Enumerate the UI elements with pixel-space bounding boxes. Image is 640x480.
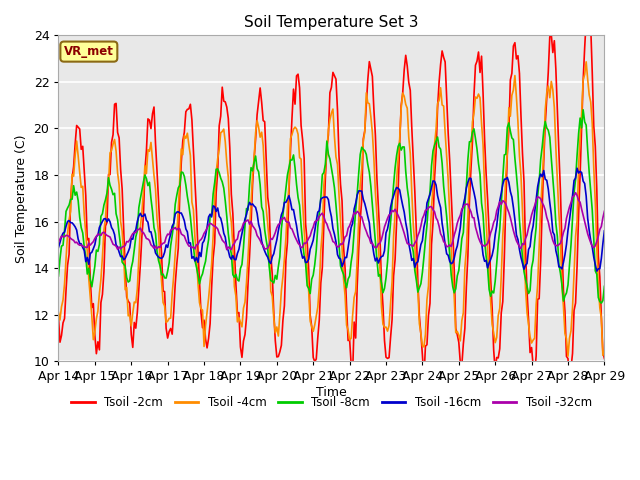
Tsoil -16cm bbox=[156, 255, 164, 261]
Tsoil -16cm bbox=[70, 222, 77, 228]
Tsoil -2cm bbox=[54, 314, 62, 320]
Tsoil -16cm bbox=[534, 184, 541, 190]
Tsoil -2cm bbox=[586, 3, 593, 9]
Tsoil -16cm bbox=[593, 268, 600, 274]
Tsoil -8cm bbox=[365, 169, 373, 175]
Tsoil -2cm bbox=[600, 356, 608, 361]
Tsoil -2cm bbox=[156, 228, 164, 233]
Tsoil -16cm bbox=[54, 245, 62, 251]
Tsoil -32cm bbox=[70, 238, 77, 243]
Tsoil -8cm bbox=[156, 263, 164, 269]
Tsoil -4cm bbox=[534, 282, 541, 288]
Line: Tsoil -8cm: Tsoil -8cm bbox=[58, 110, 604, 303]
Tsoil -32cm bbox=[572, 190, 579, 195]
Tsoil -32cm bbox=[600, 208, 608, 214]
Tsoil -8cm bbox=[598, 300, 605, 306]
Tsoil -4cm bbox=[54, 310, 62, 315]
Legend: Tsoil -2cm, Tsoil -4cm, Tsoil -8cm, Tsoil -16cm, Tsoil -32cm: Tsoil -2cm, Tsoil -4cm, Tsoil -8cm, Tsoi… bbox=[66, 392, 596, 414]
X-axis label: Time: Time bbox=[316, 386, 347, 399]
Tsoil -32cm bbox=[397, 221, 405, 227]
Tsoil -2cm bbox=[365, 59, 373, 64]
Tsoil -32cm bbox=[227, 247, 235, 252]
Tsoil -16cm bbox=[600, 228, 608, 234]
Tsoil -8cm bbox=[534, 193, 541, 199]
Line: Tsoil -16cm: Tsoil -16cm bbox=[58, 168, 604, 271]
Tsoil -2cm bbox=[70, 164, 77, 169]
Tsoil -2cm bbox=[384, 356, 392, 361]
Tsoil -8cm bbox=[579, 107, 587, 113]
Line: Tsoil -32cm: Tsoil -32cm bbox=[58, 192, 604, 250]
Tsoil -8cm bbox=[70, 183, 77, 189]
Line: Tsoil -4cm: Tsoil -4cm bbox=[58, 62, 604, 356]
Tsoil -8cm bbox=[396, 140, 403, 146]
Title: Soil Temperature Set 3: Soil Temperature Set 3 bbox=[244, 15, 419, 30]
Tsoil -2cm bbox=[566, 381, 573, 387]
Tsoil -32cm bbox=[367, 240, 374, 246]
Tsoil -4cm bbox=[156, 258, 164, 264]
Line: Tsoil -2cm: Tsoil -2cm bbox=[58, 6, 604, 384]
Text: VR_met: VR_met bbox=[64, 45, 114, 58]
Tsoil -16cm bbox=[365, 220, 373, 226]
Tsoil -32cm bbox=[535, 194, 543, 200]
Tsoil -4cm bbox=[396, 137, 403, 143]
Y-axis label: Soil Temperature (C): Soil Temperature (C) bbox=[15, 134, 28, 263]
Tsoil -8cm bbox=[54, 273, 62, 279]
Tsoil -4cm bbox=[564, 353, 572, 359]
Tsoil -4cm bbox=[600, 348, 608, 354]
Tsoil -2cm bbox=[534, 296, 541, 302]
Tsoil -8cm bbox=[384, 259, 392, 265]
Tsoil -2cm bbox=[396, 141, 403, 147]
Tsoil -4cm bbox=[582, 59, 590, 65]
Tsoil -32cm bbox=[54, 240, 62, 245]
Tsoil -4cm bbox=[70, 173, 77, 179]
Tsoil -4cm bbox=[365, 101, 373, 107]
Tsoil -4cm bbox=[384, 328, 392, 334]
Tsoil -32cm bbox=[156, 244, 164, 250]
Tsoil -32cm bbox=[385, 212, 393, 218]
Tsoil -16cm bbox=[396, 187, 403, 193]
Tsoil -16cm bbox=[384, 226, 392, 232]
Tsoil -16cm bbox=[573, 165, 581, 171]
Tsoil -8cm bbox=[600, 284, 608, 289]
